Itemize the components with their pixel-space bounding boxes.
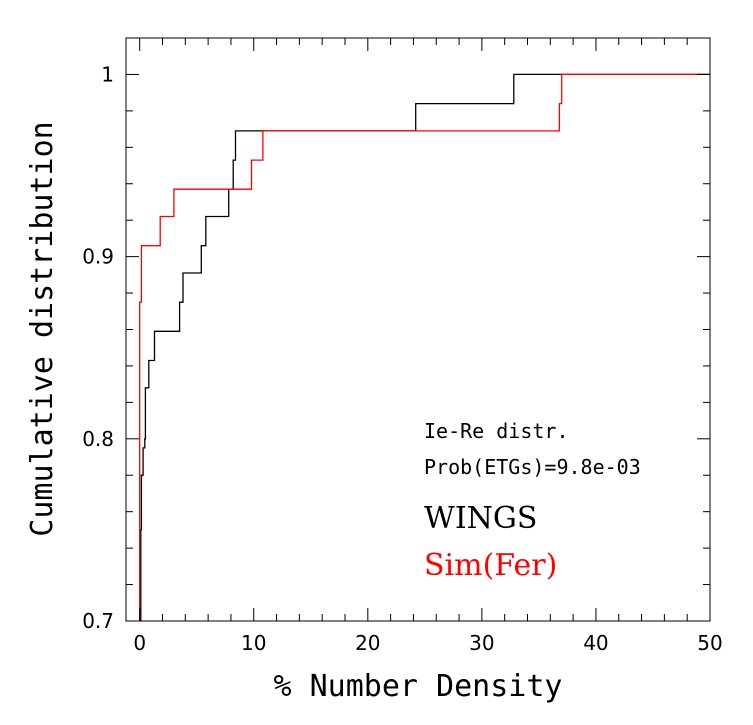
x-tick-label: 40 bbox=[583, 631, 608, 655]
x-tick-label: 30 bbox=[469, 631, 494, 655]
y-tick-label: 0.9 bbox=[82, 245, 114, 269]
legend-sim-fer: Sim(Fer) bbox=[424, 548, 557, 583]
x-tick-label: 10 bbox=[241, 631, 266, 655]
x-axis-label: % Number Density bbox=[274, 669, 563, 704]
y-tick-label: 0.7 bbox=[82, 609, 114, 633]
plot-frame bbox=[125, 37, 711, 622]
y-axis-label: Cumulative distribution bbox=[25, 121, 60, 536]
ticks-layer bbox=[126, 37, 711, 622]
series-line-sim-fer bbox=[139, 73, 710, 621]
y-tick-label: 1 bbox=[101, 62, 114, 86]
labels-layer: 0 10 20 30 40 50 0.7 0.8 0.9 1 bbox=[82, 62, 723, 655]
y-tick-label: 0.8 bbox=[82, 427, 114, 451]
series-line-wings bbox=[140, 73, 710, 621]
legend-wings: WINGS bbox=[424, 501, 537, 536]
series-layer bbox=[139, 73, 710, 621]
x-tick-label: 0 bbox=[133, 631, 146, 655]
annotation-prob: Prob(ETGs)=9.8e-03 bbox=[424, 455, 641, 479]
x-tick-label: 50 bbox=[697, 631, 722, 655]
x-tick-label: 20 bbox=[355, 631, 380, 655]
annotation-distr: Ie-Re distr. bbox=[424, 419, 569, 443]
